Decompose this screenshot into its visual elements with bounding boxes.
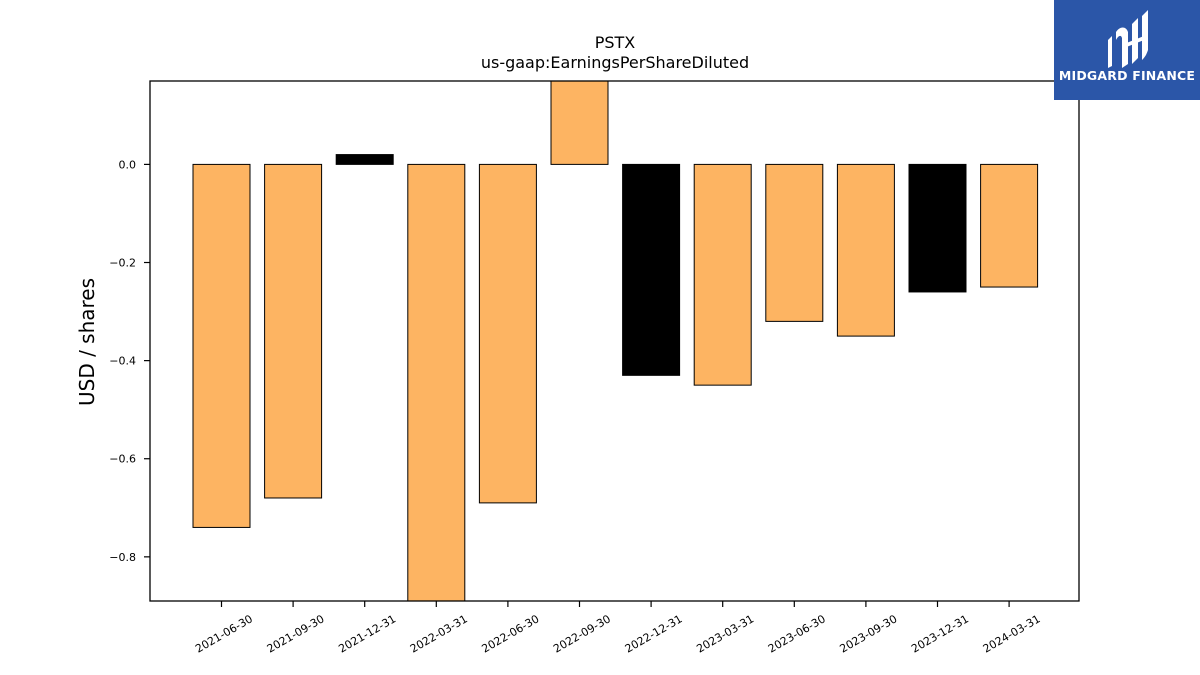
midgard-logo-icon [1108,10,1148,68]
x-axis-ticks: 2021-06-30 2021-09-30 2021-12-31 2022-03-31… [193,601,1043,656]
chart-subtitle: us-gaap:EarningsPerShareDiluted [481,53,749,72]
bar-2022-12-31 [622,163,681,376]
x-tick-label: 2021-09-30 [265,612,327,655]
bar-2021-12-31 [335,154,394,165]
bar-2023-06-30 [765,163,824,322]
bar-2022-03-31 [407,163,466,601]
bar-2023-03-31 [693,163,752,386]
y-axis-label: USD / shares [75,278,99,406]
x-tick-label: 2022-12-31 [623,612,685,655]
x-tick-label: 2022-06-30 [480,612,542,655]
y-tick-label: −0.2 [109,257,136,270]
y-tick-label: 0.0 [119,158,137,171]
chart-title: PSTX [595,33,636,52]
bar-2021-06-30 [192,163,251,528]
x-tick-label: 2023-09-30 [838,612,900,655]
x-tick-label: 2022-09-30 [551,612,613,655]
x-tick-label: 2023-12-31 [909,612,971,655]
plot-frame [149,80,1080,602]
bar-2023-12-31 [908,163,967,293]
bar-2023-09-30 [836,163,895,337]
x-tick-label: 2023-06-30 [766,612,828,655]
x-tick-label: 2022-03-31 [408,612,470,655]
x-tick-label: 2021-06-30 [193,612,255,655]
logo-text: MIDGARD FINANCE [1058,68,1196,83]
bar-2024-03-31 [980,163,1039,288]
y-tick-label: −0.4 [109,355,136,368]
brand-logo: MIDGARD FINANCE [1054,0,1200,100]
bars-layer [192,81,1039,601]
bar-2022-09-30 [550,81,609,165]
y-tick-label: −0.6 [109,453,136,466]
y-tick-label: −0.8 [109,551,136,564]
x-tick-label: 2021-12-31 [336,612,398,655]
x-tick-label: 2024-03-31 [981,612,1043,655]
x-tick-label: 2023-03-31 [694,612,756,655]
bar-2022-06-30 [478,163,537,504]
y-axis-ticks: 0.0 −0.2 −0.4 −0.6 −0.8 [109,158,150,564]
bar-2021-09-30 [264,163,323,499]
